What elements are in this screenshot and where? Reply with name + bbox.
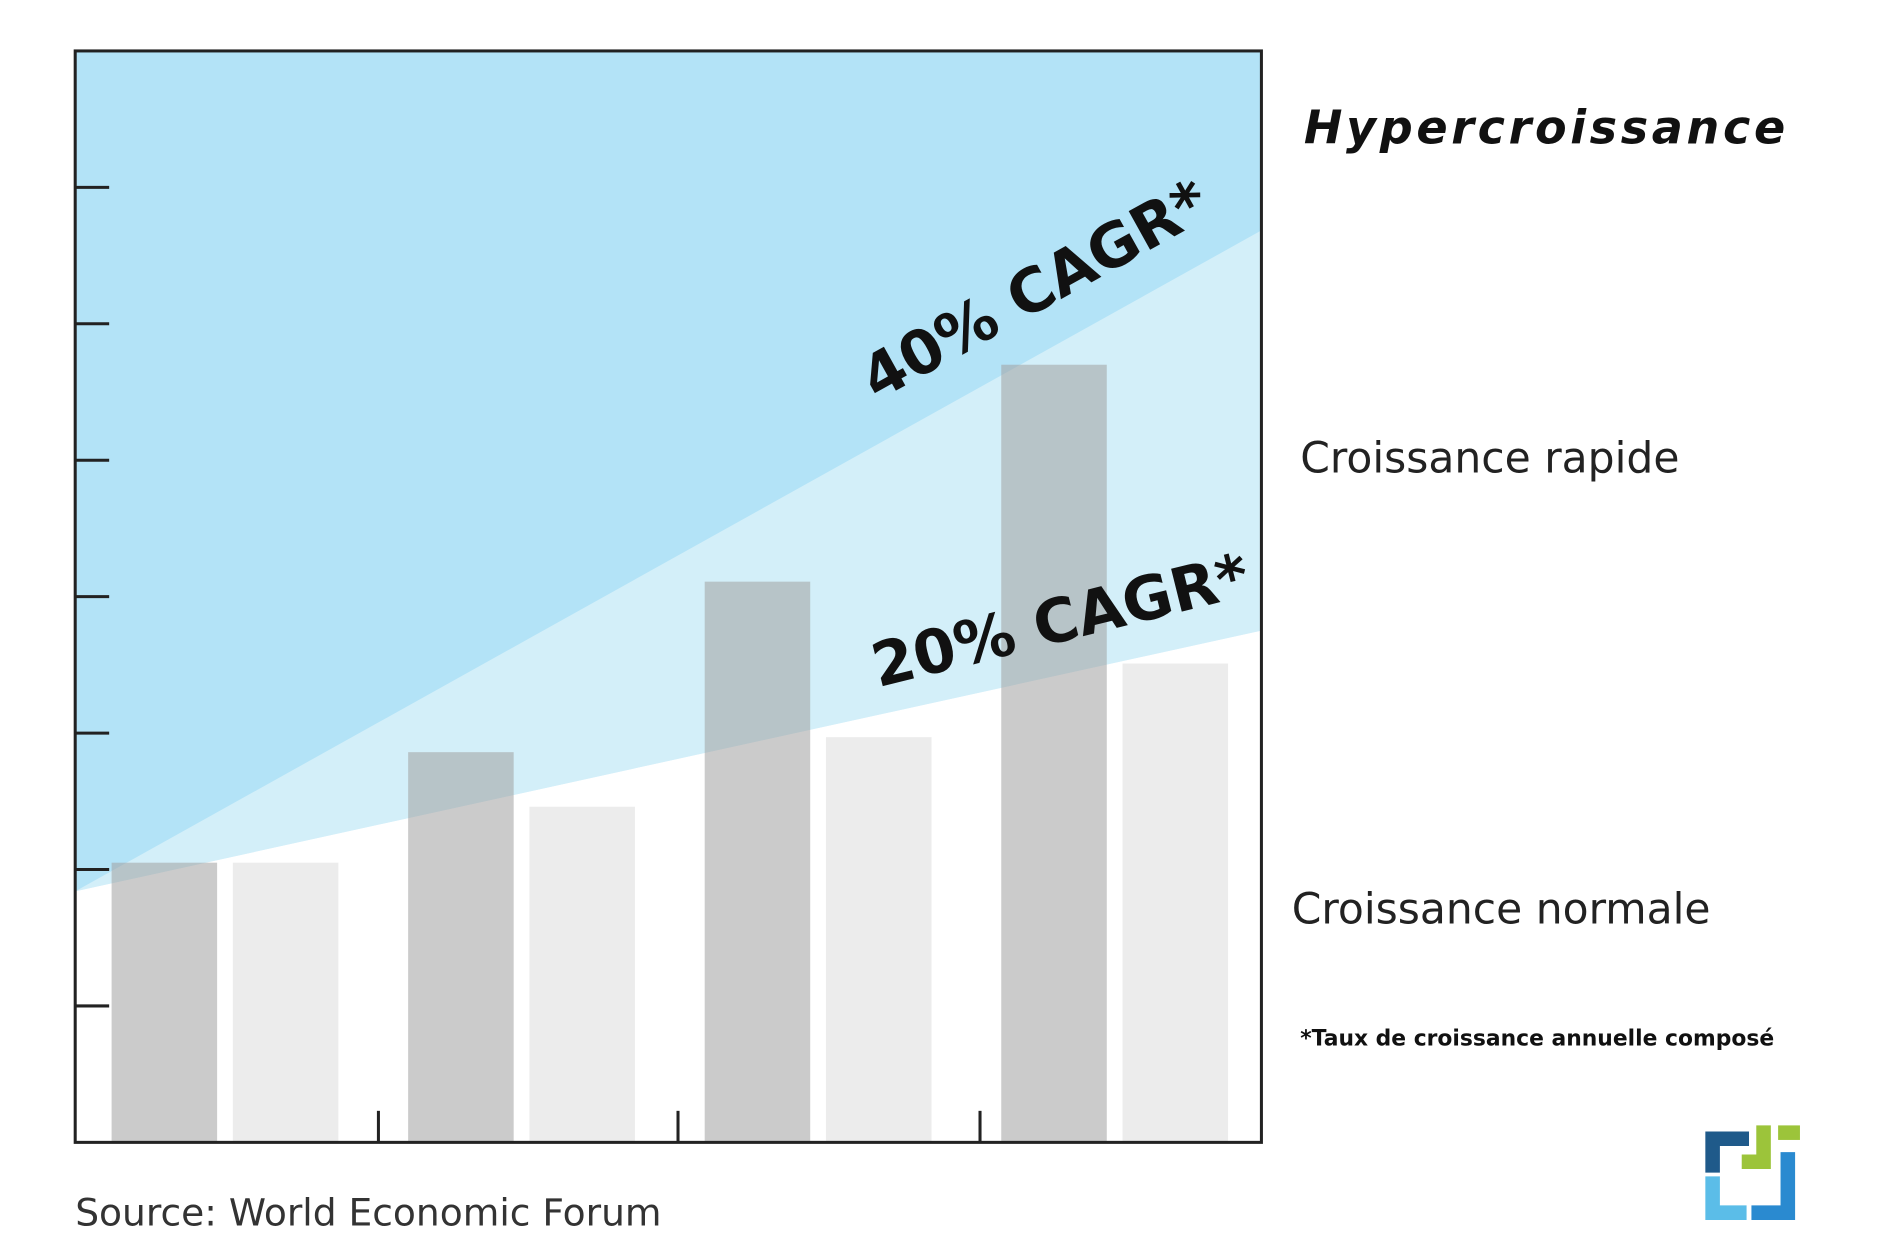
bar: [408, 752, 514, 1143]
bars: [111, 364, 1229, 1143]
logo-part: [1705, 1131, 1750, 1173]
bar: [704, 581, 811, 1143]
bar: [529, 806, 635, 1143]
source: Source: World Economic Forum: [75, 1191, 661, 1235]
logo-part: [1741, 1125, 1771, 1170]
ticks: [75, 185, 982, 1143]
bar: [1001, 364, 1107, 1143]
bar: [1122, 663, 1229, 1143]
bar: [111, 862, 218, 1143]
logo-part: [1705, 1176, 1747, 1220]
bar: [825, 737, 932, 1143]
logo: [1705, 1125, 1800, 1220]
zone-label: Croissance normale: [1292, 885, 1711, 934]
rapid-growth-zone: [75, 230, 1262, 892]
zone-label: Croissance rapide: [1300, 434, 1679, 483]
zone-label: Hypercroissance: [1304, 100, 1789, 154]
footnote: *Taux de croissance annuelle composé: [1300, 1026, 1774, 1051]
logo-part: [1778, 1125, 1800, 1140]
bar: [232, 862, 339, 1143]
plot-frame: [73, 49, 1263, 1144]
normal-growth-zone: [75, 630, 1262, 1143]
logo-part: [1751, 1152, 1796, 1220]
